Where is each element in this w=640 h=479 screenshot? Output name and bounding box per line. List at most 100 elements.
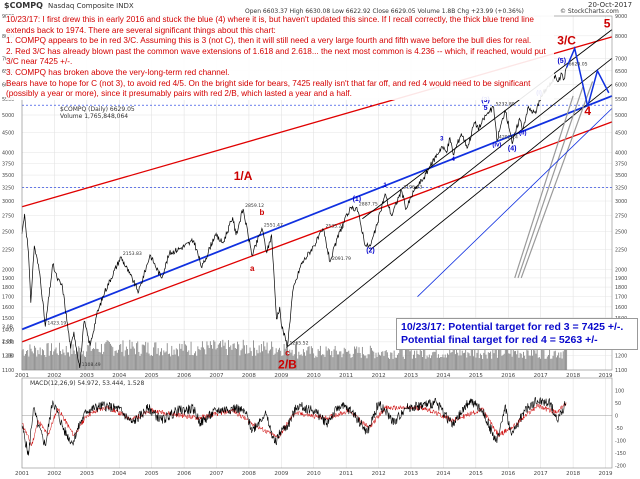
wave-label: a — [250, 264, 255, 273]
x-tick-label: 2004 — [112, 373, 126, 379]
x-tick-label: 2018 — [566, 471, 580, 477]
wave-label: (2) — [366, 247, 375, 254]
y-tick-label: 5000 — [615, 113, 627, 119]
price-value-label: 2153.83 — [123, 251, 142, 257]
wave-label: (3) — [481, 97, 490, 104]
y-tick-label: 1100 — [2, 368, 14, 374]
note-paragraph-2: 2. Red 3/C has already blown past the co… — [6, 46, 546, 67]
wave-label: (5) — [557, 58, 566, 65]
x-tick-label: 2015 — [469, 373, 483, 379]
x-tick-label: 2008 — [242, 373, 256, 379]
x-tick-label: 2012 — [372, 471, 386, 477]
x-tick-label: 2019 — [599, 471, 613, 477]
wave-label: b — [259, 208, 264, 217]
wave-label: 4 — [584, 104, 591, 118]
y-tick-label: 8000 — [615, 34, 627, 40]
x-tick-label: 2018 — [566, 373, 580, 379]
x-tick-label: 2016 — [501, 471, 515, 477]
x-tick-label: 2002 — [47, 373, 61, 379]
y-tick-label: 1200 — [615, 353, 627, 359]
y-tick-label: 5500 — [615, 97, 627, 103]
chart-ohlc: Open 6603.37 High 6630.08 Low 6622.92 Cl… — [245, 8, 524, 15]
wave-label: (iv) — [492, 142, 501, 148]
wave-label: 3/C — [557, 33, 576, 47]
x-tick-label: 2017 — [534, 471, 548, 477]
y-tick-label: 4000 — [2, 151, 14, 157]
price-value-label: 2535.28 — [325, 223, 344, 229]
x-tick-label: 2017 — [534, 373, 548, 379]
price-value-label: 3196.93 — [403, 184, 422, 190]
macd-tick-label: -100 — [615, 439, 626, 445]
y-tick-label: 1200 — [2, 353, 14, 359]
y-tick-label: 5500 — [2, 97, 14, 103]
trend-line — [517, 86, 584, 279]
y-tick-label: 1900 — [2, 276, 14, 282]
y-tick-label: 3500 — [2, 173, 14, 179]
x-tick-label: 2007 — [210, 471, 224, 477]
y-tick-label: 7000 — [615, 56, 627, 62]
x-tick-label: 2003 — [80, 373, 94, 379]
y-tick-label: 3000 — [615, 199, 627, 205]
x-tick-label: 2014 — [436, 373, 450, 379]
y-tick-label: 2000 — [2, 267, 14, 273]
x-tick-label: 2006 — [177, 471, 191, 477]
target-box: 10/23/17: Potential target for red 3 = 7… — [396, 318, 638, 350]
volume-tick-label: 2.0B — [2, 339, 13, 345]
target-red-3: 10/23/17: Potential target for red 3 = 7… — [401, 321, 624, 333]
wave-label: (1) — [353, 196, 362, 203]
wave-label: 5 — [604, 17, 611, 31]
y-tick-label: 1800 — [2, 285, 14, 291]
y-tick-label: 2250 — [2, 247, 14, 253]
trend-line — [21, 95, 613, 331]
target-red-4: Potential final target for red 4 = 5263 … — [401, 334, 598, 346]
price-value-label: 2887.75 — [359, 201, 378, 207]
note-paragraph-3: 3. COMPQ has broken above the very-long-… — [6, 67, 230, 77]
y-tick-label: 1600 — [615, 305, 627, 311]
x-tick-label: 2002 — [47, 471, 61, 477]
y-tick-label: 6500 — [615, 69, 627, 75]
wave-label: 2/B — [278, 357, 297, 371]
wave-label: 4 — [451, 157, 455, 163]
chart-symbol: $COMPQ — [4, 1, 43, 10]
price-value-label: 2859.12 — [245, 203, 264, 209]
y-tick-label: 1600 — [2, 305, 14, 311]
trend-line — [370, 57, 613, 250]
macd-tick-label: -150 — [615, 451, 626, 457]
y-tick-label: 4500 — [615, 131, 627, 137]
macd-tick-label: 100 — [615, 389, 624, 395]
wave-label: 1 — [383, 183, 387, 189]
y-tick-label: 4500 — [2, 131, 14, 137]
legend-price: $COMPQ (Daily) 6629.05 — [60, 106, 135, 113]
x-tick-label: 2005 — [145, 373, 159, 379]
y-tick-label: 3000 — [2, 199, 14, 205]
price-series-line — [21, 67, 567, 368]
x-tick-label: 2004 — [112, 471, 126, 477]
y-tick-label: 3250 — [615, 186, 627, 192]
chart-source: © StockCharts.com — [560, 8, 619, 15]
trend-line — [21, 121, 613, 343]
x-tick-label: 2001 — [15, 373, 29, 379]
note-paragraph-bears: Bears have to hope for C (not 3), to avo… — [6, 78, 531, 99]
trend-line — [514, 95, 574, 279]
note-paragraph-intro: 10/23/17: I first drew this in early 201… — [6, 15, 534, 35]
y-tick-label: 3500 — [615, 173, 627, 179]
legend-volume: Volume 1,765,848,064 — [60, 113, 129, 120]
wave-label: 5 — [484, 105, 488, 112]
macd-tick-label: -50 — [615, 426, 623, 432]
price-value-label: 5232.89 — [496, 101, 515, 107]
macd-panel-frame — [21, 377, 613, 469]
macd-tick-label: 0 — [615, 414, 618, 420]
macd-line — [21, 396, 567, 456]
x-tick-label: 2014 — [436, 471, 450, 477]
y-tick-label: 3750 — [2, 161, 14, 167]
x-tick-label: 2009 — [274, 471, 288, 477]
x-tick-label: 2009 — [274, 373, 288, 379]
x-tick-label: 2006 — [177, 373, 191, 379]
y-tick-label: 2750 — [2, 214, 14, 220]
y-tick-label: 1500 — [2, 316, 14, 322]
x-tick-label: 2001 — [15, 471, 29, 477]
x-tick-label: 2019 — [599, 373, 613, 379]
y-tick-label: 2500 — [615, 230, 627, 236]
y-tick-label: 2750 — [615, 214, 627, 220]
y-tick-label: 1900 — [615, 276, 627, 282]
